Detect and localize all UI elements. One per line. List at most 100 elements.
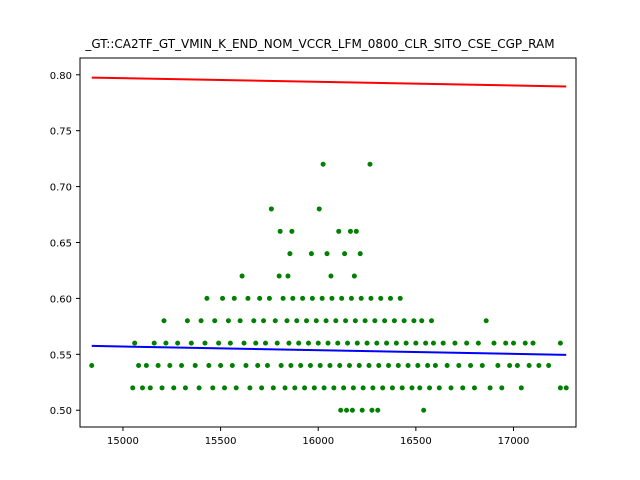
scatter-point (280, 295, 286, 301)
scatter-point (266, 295, 272, 301)
scatter-point (522, 340, 528, 346)
scatter-point (257, 295, 263, 301)
scatter-point (405, 363, 411, 368)
scatter-point (495, 363, 501, 368)
scatter-point (139, 385, 145, 391)
scatter-point (507, 363, 513, 368)
scatter-point (423, 340, 429, 346)
scatter-point (261, 318, 267, 324)
scatter-point (341, 385, 347, 391)
trend-line (91, 76, 567, 88)
scatter-point (351, 273, 357, 279)
scatter-point (350, 385, 356, 391)
scatter-point (132, 340, 138, 346)
scatter-point (448, 385, 454, 391)
scatter-point (360, 385, 366, 391)
scatter-point (333, 318, 339, 324)
scatter-point (331, 385, 337, 391)
scatter-point (284, 318, 290, 324)
scatter-point (526, 363, 532, 368)
scatter-point (263, 340, 269, 346)
scatter-point (276, 273, 282, 279)
scatter-point (389, 385, 395, 391)
scatter-point (237, 318, 243, 324)
scatter-point (468, 363, 474, 368)
scatter-point (89, 363, 95, 368)
scatter-point (319, 295, 325, 301)
scatter-point (155, 363, 161, 368)
scatter-point (354, 340, 360, 346)
scatter-point (479, 363, 485, 368)
scatter-point (233, 385, 239, 391)
scatter-point (255, 363, 261, 368)
scatter-point (514, 363, 520, 368)
scatter-point (353, 228, 359, 234)
scatter-point (321, 385, 327, 391)
scatter-point (471, 385, 477, 391)
scatter-point (374, 340, 380, 346)
scatter-point (343, 318, 349, 324)
scatter-point (557, 385, 563, 391)
scatter-point (229, 363, 235, 368)
scatter-point (346, 363, 352, 368)
scatter-point (370, 385, 376, 391)
scatter-point (518, 385, 524, 391)
scatter-point (220, 295, 226, 301)
y-tick-label: 0.75 (50, 127, 72, 138)
data-series (89, 76, 569, 413)
axes: 15000 15500 16000 16500 17000 0.50 0.55 0.60 0.6… (50, 57, 577, 447)
scatter-point (328, 273, 334, 279)
scatter-point (307, 363, 313, 368)
scatter-point (366, 363, 372, 368)
scatter-point (136, 363, 142, 368)
scatter-point (375, 407, 381, 413)
scatter-point (425, 363, 431, 368)
x-tick-label: 16500 (400, 436, 432, 447)
scatter-point (456, 363, 462, 368)
trend-line-group-1 (91, 76, 567, 88)
scatter-point (311, 385, 317, 391)
scatter-point (239, 273, 245, 279)
scatter-point (130, 385, 136, 391)
scatter-point (231, 295, 237, 301)
scatter-point (337, 363, 343, 368)
scatter-point (403, 340, 409, 346)
scatter-point (335, 340, 341, 346)
scatter-point (338, 407, 344, 413)
scatter-point (409, 385, 415, 391)
scatter-point (429, 318, 434, 324)
scatter-point (419, 318, 425, 324)
scatter-point (357, 251, 363, 257)
scatter-point (380, 385, 386, 391)
scatter-point (294, 318, 300, 324)
scatter-point (475, 340, 481, 346)
scatter-point (530, 340, 536, 346)
scatter-point (393, 340, 399, 346)
scatter-point (300, 295, 306, 301)
scatter-point (415, 363, 421, 368)
scatter-point (344, 407, 350, 413)
scatter-point (245, 295, 251, 301)
scatter-point (289, 228, 295, 234)
scatter-point (192, 363, 198, 368)
y-tick-label: 0.60 (50, 294, 72, 305)
scatter-point (225, 318, 231, 324)
scatter-point (147, 385, 153, 391)
scatter-point (288, 363, 294, 368)
scatter-point (198, 318, 204, 324)
scatter-point (202, 340, 208, 346)
scatter-point (327, 363, 333, 368)
scatter-point (259, 385, 265, 391)
scatter-point (206, 363, 212, 368)
trend-line-group-2 (91, 344, 567, 356)
scatter-point (309, 295, 315, 301)
scatter-point (216, 340, 222, 346)
scatter-point (359, 407, 365, 413)
scatter-point (264, 363, 270, 368)
scatter-point (292, 385, 298, 391)
scatter-point (362, 318, 368, 324)
scatter-point (369, 407, 375, 413)
scatter-point (285, 273, 291, 279)
scatter-point (499, 385, 505, 391)
